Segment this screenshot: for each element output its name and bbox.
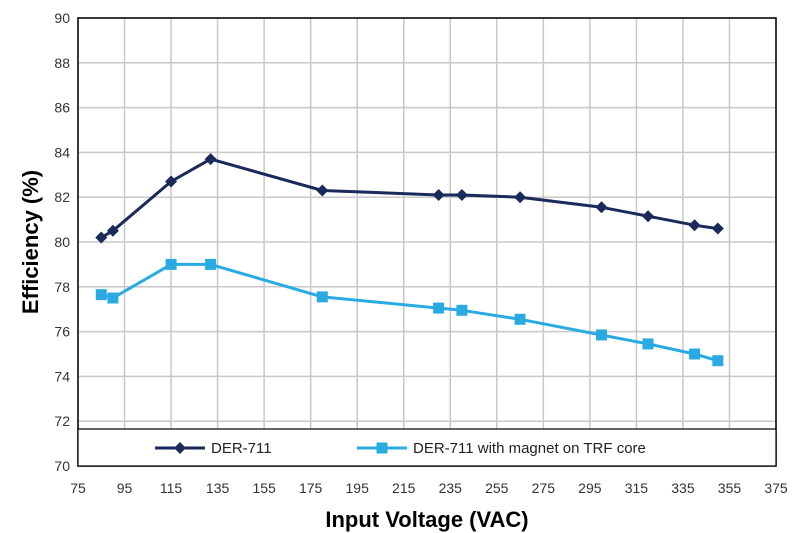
data-point — [107, 292, 119, 304]
data-point — [688, 219, 701, 232]
x-tick-label: 75 — [70, 480, 86, 496]
data-point — [711, 222, 724, 235]
y-tick-label: 80 — [54, 234, 70, 250]
x-tick-label: 175 — [299, 480, 323, 496]
x-tick-labels: 75 95 115 135 155 175 195 215 235 255 275 295 315 335… — [70, 480, 788, 496]
data-point — [95, 231, 108, 244]
x-tick-label: 255 — [485, 480, 509, 496]
data-point — [165, 258, 177, 270]
series-layer — [95, 153, 724, 367]
y-tick-label: 70 — [54, 458, 70, 474]
grid-lines — [77, 17, 777, 467]
series-line — [100, 262, 719, 363]
x-tick-label: 355 — [718, 480, 742, 496]
legend: DER-711 DER-711 with magnet on TRF core — [77, 428, 777, 467]
legend-marker-square — [376, 442, 388, 454]
x-tick-label: 215 — [392, 480, 416, 496]
legend-marker-diamond — [174, 442, 186, 454]
data-point — [106, 224, 119, 237]
data-point — [165, 175, 178, 188]
y-tick-labels: 70 72 74 76 78 80 82 84 86 88 90 — [54, 10, 70, 474]
x-tick-label: 375 — [764, 480, 788, 496]
data-point — [689, 348, 701, 360]
data-point — [433, 302, 445, 314]
x-tick-label: 135 — [206, 480, 230, 496]
y-tick-label: 78 — [54, 279, 70, 295]
legend-label-der-711-magnet: DER-711 with magnet on TRF core — [413, 440, 646, 457]
y-tick-label: 72 — [54, 413, 70, 429]
data-point — [205, 258, 217, 270]
y-tick-label: 84 — [54, 144, 70, 160]
data-point — [455, 188, 468, 201]
y-tick-label: 74 — [54, 368, 70, 384]
data-point — [316, 184, 329, 197]
data-point — [596, 329, 607, 341]
series-der-711-magnet — [95, 258, 724, 367]
y-tick-label: 82 — [54, 189, 70, 205]
x-tick-label: 195 — [346, 480, 370, 496]
legend-label-der-711: DER-711 — [211, 440, 272, 457]
series-der-711 — [95, 153, 724, 244]
x-tick-label: 155 — [252, 480, 276, 496]
x-tick-label: 275 — [532, 480, 556, 496]
y-tick-label: 76 — [54, 324, 70, 340]
data-point — [432, 188, 445, 201]
x-tick-label: 295 — [578, 480, 602, 496]
y-tick-label: 90 — [54, 10, 70, 26]
x-tick-label: 115 — [160, 480, 183, 496]
data-point — [456, 304, 468, 316]
data-point — [204, 153, 217, 166]
data-point — [642, 338, 654, 350]
data-point — [712, 355, 724, 367]
y-tick-label: 86 — [54, 100, 70, 116]
x-axis-title: Input Voltage (VAC) — [325, 507, 528, 532]
data-point — [316, 291, 328, 303]
x-tick-label: 235 — [439, 480, 463, 496]
y-tick-label: 88 — [54, 55, 70, 71]
y-axis-title: Efficiency (%) — [18, 170, 43, 314]
data-point — [514, 313, 526, 325]
series-line — [100, 157, 719, 239]
x-tick-label: 315 — [625, 480, 649, 496]
x-tick-label: 335 — [671, 480, 695, 496]
data-point — [514, 191, 527, 204]
data-point — [595, 201, 608, 214]
x-tick-label: 95 — [117, 480, 133, 496]
data-point — [642, 210, 655, 223]
data-point — [95, 289, 107, 301]
